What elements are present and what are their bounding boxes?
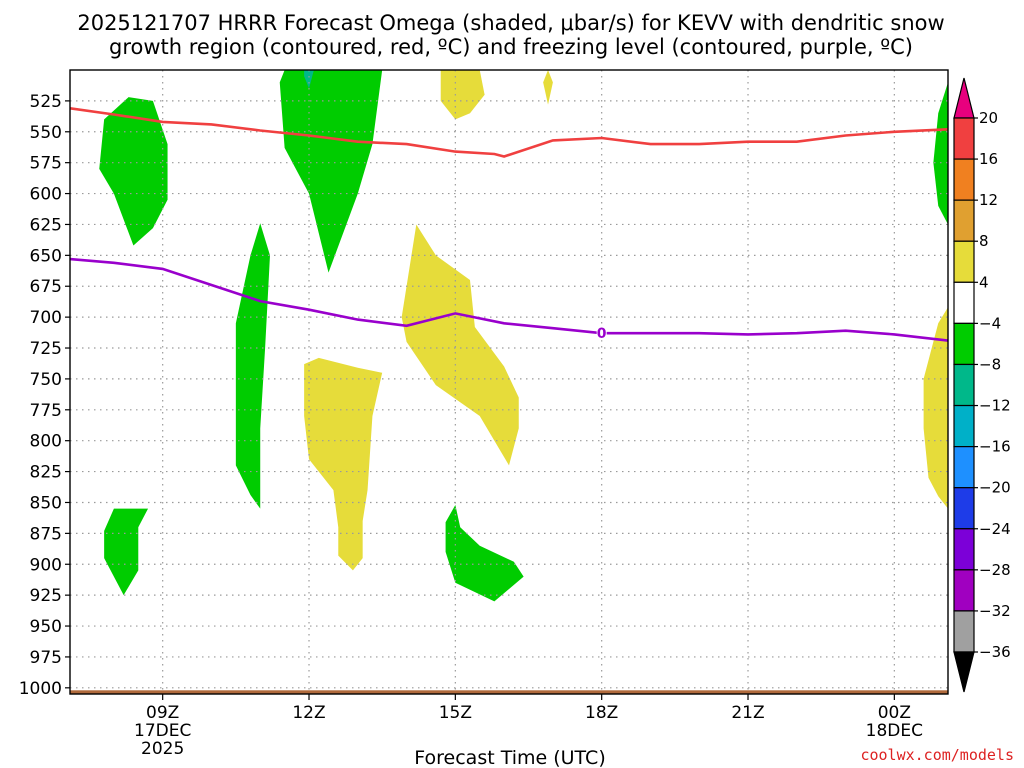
colorbar-segment-8 [953,404,975,448]
y-tick-label-525: 525 [30,92,62,112]
colorbar-label-14: −36 [979,643,1011,661]
colorbar-label-9: −16 [979,438,1011,456]
x-axis-label: Forecast Time (UTC) [414,747,605,768]
chart-title-line2: growth region (contoured, red, ºC) and f… [109,35,913,59]
colorbar-label-11: −24 [979,520,1011,538]
omega-region-2 [279,70,383,273]
y-tick-label-725: 725 [30,339,62,359]
x-tick-label-18-1: 18Z [585,703,618,723]
y-tick-label-900: 900 [30,555,62,575]
omega-region-5 [104,508,149,596]
x-tick-label-24-1: 00Z [878,703,911,723]
y-tick-label-650: 650 [30,246,62,266]
colorbar-label-5: 4 [979,273,989,291]
omega-region-11 [304,357,383,571]
x-tick-label-9-1: 09Z [146,703,179,723]
y-tick-label-550: 550 [30,123,62,143]
y-tick-label-600: 600 [30,185,62,205]
plot-area: 0 525 550 575 600 625 650 675 700 725 750 775 800 825… [19,69,949,759]
chart-title-line1: 2025121707 HRRR Forecast Omega (shaded, … [77,11,944,35]
y-tick-label-925: 925 [30,586,62,606]
y-tick-label-675: 675 [30,277,62,297]
colorbar-segment-5 [953,281,975,324]
y-tick-label-625: 625 [30,215,62,235]
y-tick-label-775: 775 [30,401,62,421]
colorbar-label-1: 20 [979,109,998,127]
y-tick-label-950: 950 [30,617,62,637]
contour-label-bg [596,326,607,341]
colorbar-segment-10 [953,487,975,530]
x-tick-label-21-1: 21Z [731,703,764,723]
colorbar-label-3: 12 [979,191,998,209]
omega-region-7 [933,82,948,225]
y-tick-label-975: 975 [30,648,62,668]
y-tick-label-750: 750 [30,370,62,390]
y-tick-label-800: 800 [30,432,62,452]
colorbar: 20 16 12 8 4 −4 −8 −12 −16 −20 −24 −28 −32 −36 [953,77,1011,693]
colorbar-label-6: −4 [979,314,1001,332]
colorbar-segment-2 [953,158,975,201]
colorbar-segment-1 [953,117,975,160]
omega-region-10 [401,224,519,466]
colorbar-segment-4 [953,240,975,283]
ground-surface [70,690,948,694]
site-credit: coolwx.com/models [860,746,1014,764]
x-tick-label-9-2: 17DEC [134,721,191,741]
omega-region-9 [543,70,553,105]
omega-region-1 [99,97,168,246]
y-tick-label-575: 575 [30,154,62,174]
colorbar-label-12: −28 [979,561,1011,579]
omega-shading [99,70,948,602]
colorbar-segment-6 [953,322,975,366]
colorbar-segment-9 [953,446,975,489]
colorbar-label-8: −12 [979,397,1011,415]
colorbar-arrow-bottom [953,651,975,693]
y-tick-label-875: 875 [30,524,62,544]
colorbar-segment-7 [953,363,975,407]
colorbar-segment-3 [953,199,975,242]
omega-region-6 [445,504,524,602]
y-tick-label-700: 700 [30,308,62,328]
omega-region-8 [440,70,485,120]
dendritic-growth-line [70,107,948,158]
colorbar-label-2: 16 [979,150,998,168]
y-tick-label-825: 825 [30,463,62,483]
x-tick-label-24-2: 18DEC [866,721,923,741]
omega-region-3 [304,70,314,89]
colorbar-label-10: −20 [979,479,1011,497]
y-tick-label-850: 850 [30,493,62,513]
freezing-level-line [70,257,948,342]
colorbar-label-13: −32 [979,602,1011,620]
y-tick-label-1000: 1000 [19,679,62,699]
plot-frame [69,69,949,695]
omega-region-4 [235,223,270,509]
x-tick-label-12-1: 12Z [292,703,325,723]
colorbar-segment-11 [953,528,975,571]
y-axis: 525 550 575 600 625 650 675 700 725 750 775 800 825 8… [19,92,70,699]
x-tick-label-15-1: 15Z [439,703,472,723]
x-tick-label-9-3: 2025 [141,739,184,759]
colorbar-segment-12 [953,569,975,612]
colorbar-arrow-top [953,77,975,119]
gridlines [70,70,948,694]
colorbar-label-4: 8 [979,232,989,250]
colorbar-label-7: −8 [979,355,1001,373]
contour-label: 0 [597,326,607,342]
omega-region-12 [923,307,948,509]
colorbar-segment-13 [953,610,975,653]
